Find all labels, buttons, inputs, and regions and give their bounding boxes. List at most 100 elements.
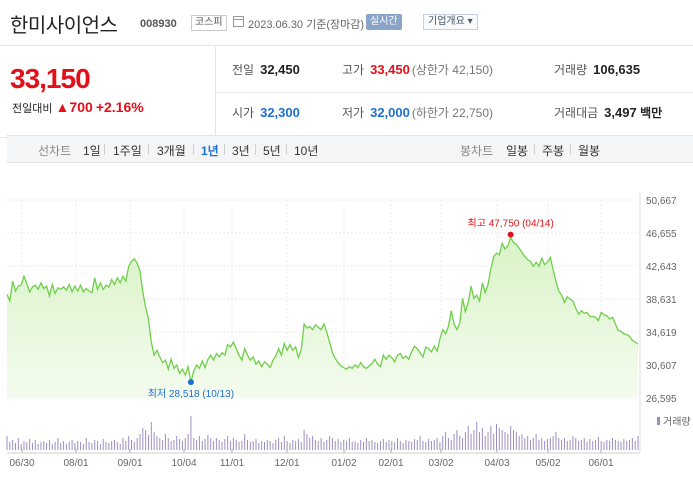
volume-bar	[377, 443, 379, 450]
volume-bar	[462, 438, 464, 450]
volume-bar	[329, 436, 331, 450]
volume-bar	[102, 439, 104, 450]
volume-bar	[187, 434, 189, 450]
volume-bar	[453, 434, 455, 450]
x-tick-label: 12/01	[274, 458, 299, 469]
volume-bar	[402, 443, 404, 450]
volume-bar	[337, 439, 339, 450]
volume-bar	[470, 434, 472, 450]
volume-bar	[218, 440, 220, 450]
range-1y[interactable]: 1년	[201, 144, 219, 158]
volume-bar	[150, 422, 152, 450]
volume-bar	[411, 442, 413, 450]
volume-bar	[156, 436, 158, 450]
volume-bar	[396, 438, 398, 450]
volume-bar	[23, 441, 25, 450]
low-marker	[187, 379, 194, 386]
volume-bar	[507, 434, 509, 450]
volume-bar	[501, 430, 503, 450]
volume-bar	[63, 441, 65, 450]
chart-toolbar: 선차트 1일 1주일 3개월 1년 3년 5년 10년 봉차트 일봉 주봉 월봉	[7, 135, 693, 163]
range-3m[interactable]: 3개월	[157, 144, 186, 158]
change-value: 700	[69, 99, 93, 115]
volume-bar	[258, 443, 260, 450]
volume-bar	[428, 439, 430, 450]
volume-bar	[580, 440, 582, 450]
realtime-button[interactable]: 실시간	[366, 14, 402, 30]
y-tick-label: 46,655	[646, 229, 677, 240]
divider	[224, 144, 225, 155]
volume-bar	[278, 438, 280, 450]
candle-weekly[interactable]: 주봉	[542, 144, 565, 158]
volume-bar	[343, 440, 345, 450]
y-tick-label: 38,631	[646, 295, 677, 306]
volume-bar	[566, 441, 568, 450]
low-price: 저가 32,000 (하한가 22,750)	[342, 105, 494, 120]
volume-bar	[360, 440, 362, 450]
volume-bar	[252, 441, 254, 450]
volume-bar	[583, 438, 585, 450]
volume-bar	[385, 442, 387, 450]
volume-bar	[532, 438, 534, 450]
volume-bar	[263, 442, 265, 450]
volume-bar	[108, 443, 110, 450]
volume-bar	[60, 443, 62, 450]
candle-monthly[interactable]: 월봉	[578, 144, 601, 158]
volume-bar	[578, 441, 580, 450]
volume-bar	[529, 440, 531, 450]
volume-bar	[68, 442, 70, 450]
volume-bar	[422, 441, 424, 450]
volume-legend-label: 거래량	[663, 416, 691, 428]
volume-bar	[213, 441, 215, 450]
candle-daily[interactable]: 일봉	[506, 144, 529, 158]
volume-bar	[40, 442, 42, 450]
volume-bar	[464, 432, 466, 450]
volume-bar	[363, 442, 365, 450]
range-10y[interactable]: 10년	[294, 144, 319, 158]
volume-bar	[77, 441, 79, 450]
volume-bar	[473, 430, 475, 450]
volume-bar	[459, 436, 461, 450]
volume-bar	[221, 442, 223, 450]
company-info-dropdown[interactable]: 기업개요 ▾	[423, 14, 478, 30]
range-1w[interactable]: 1주일	[113, 144, 142, 158]
volume-bar	[419, 436, 421, 450]
range-5y[interactable]: 5년	[263, 144, 281, 158]
volume-bar	[346, 441, 348, 450]
volume-bar	[46, 443, 48, 450]
divider	[148, 144, 149, 155]
volume-bar	[575, 438, 577, 450]
volume-bar	[181, 441, 183, 450]
volume-bar	[43, 441, 45, 450]
volume-bar	[368, 441, 370, 450]
volume-bar	[244, 434, 246, 450]
volume-bar	[227, 436, 229, 450]
volume-bar	[340, 442, 342, 450]
y-tick-label: 30,607	[646, 361, 677, 372]
volume-bar	[280, 442, 282, 450]
volume-bar	[97, 441, 99, 450]
price-summary: 33,150 전일대비 ▲700 +2.16% 전일 32,450 고가 33,45…	[0, 47, 693, 138]
volume-bar	[408, 441, 410, 450]
divider	[215, 47, 216, 138]
volume-bar	[71, 440, 73, 450]
chevron-down-icon: ▾	[464, 16, 473, 27]
y-tick-label: 50,667	[646, 196, 677, 207]
range-1d[interactable]: 1일	[83, 144, 101, 158]
volume-bar	[80, 442, 82, 450]
volume-bar	[481, 428, 483, 450]
volume-bar	[535, 434, 537, 450]
volume-bar	[490, 426, 492, 450]
volume-bar	[153, 432, 155, 450]
volume-bar	[51, 444, 53, 450]
volume-bar	[34, 440, 36, 450]
volume-bar	[85, 438, 87, 450]
volume-bar	[176, 436, 178, 450]
volume-bar	[348, 438, 350, 450]
volume-bar	[266, 440, 268, 450]
volume-bar	[629, 440, 631, 450]
divider	[216, 92, 693, 93]
range-3y[interactable]: 3년	[232, 144, 250, 158]
volume-bar	[170, 441, 172, 450]
volume-bar	[394, 442, 396, 450]
